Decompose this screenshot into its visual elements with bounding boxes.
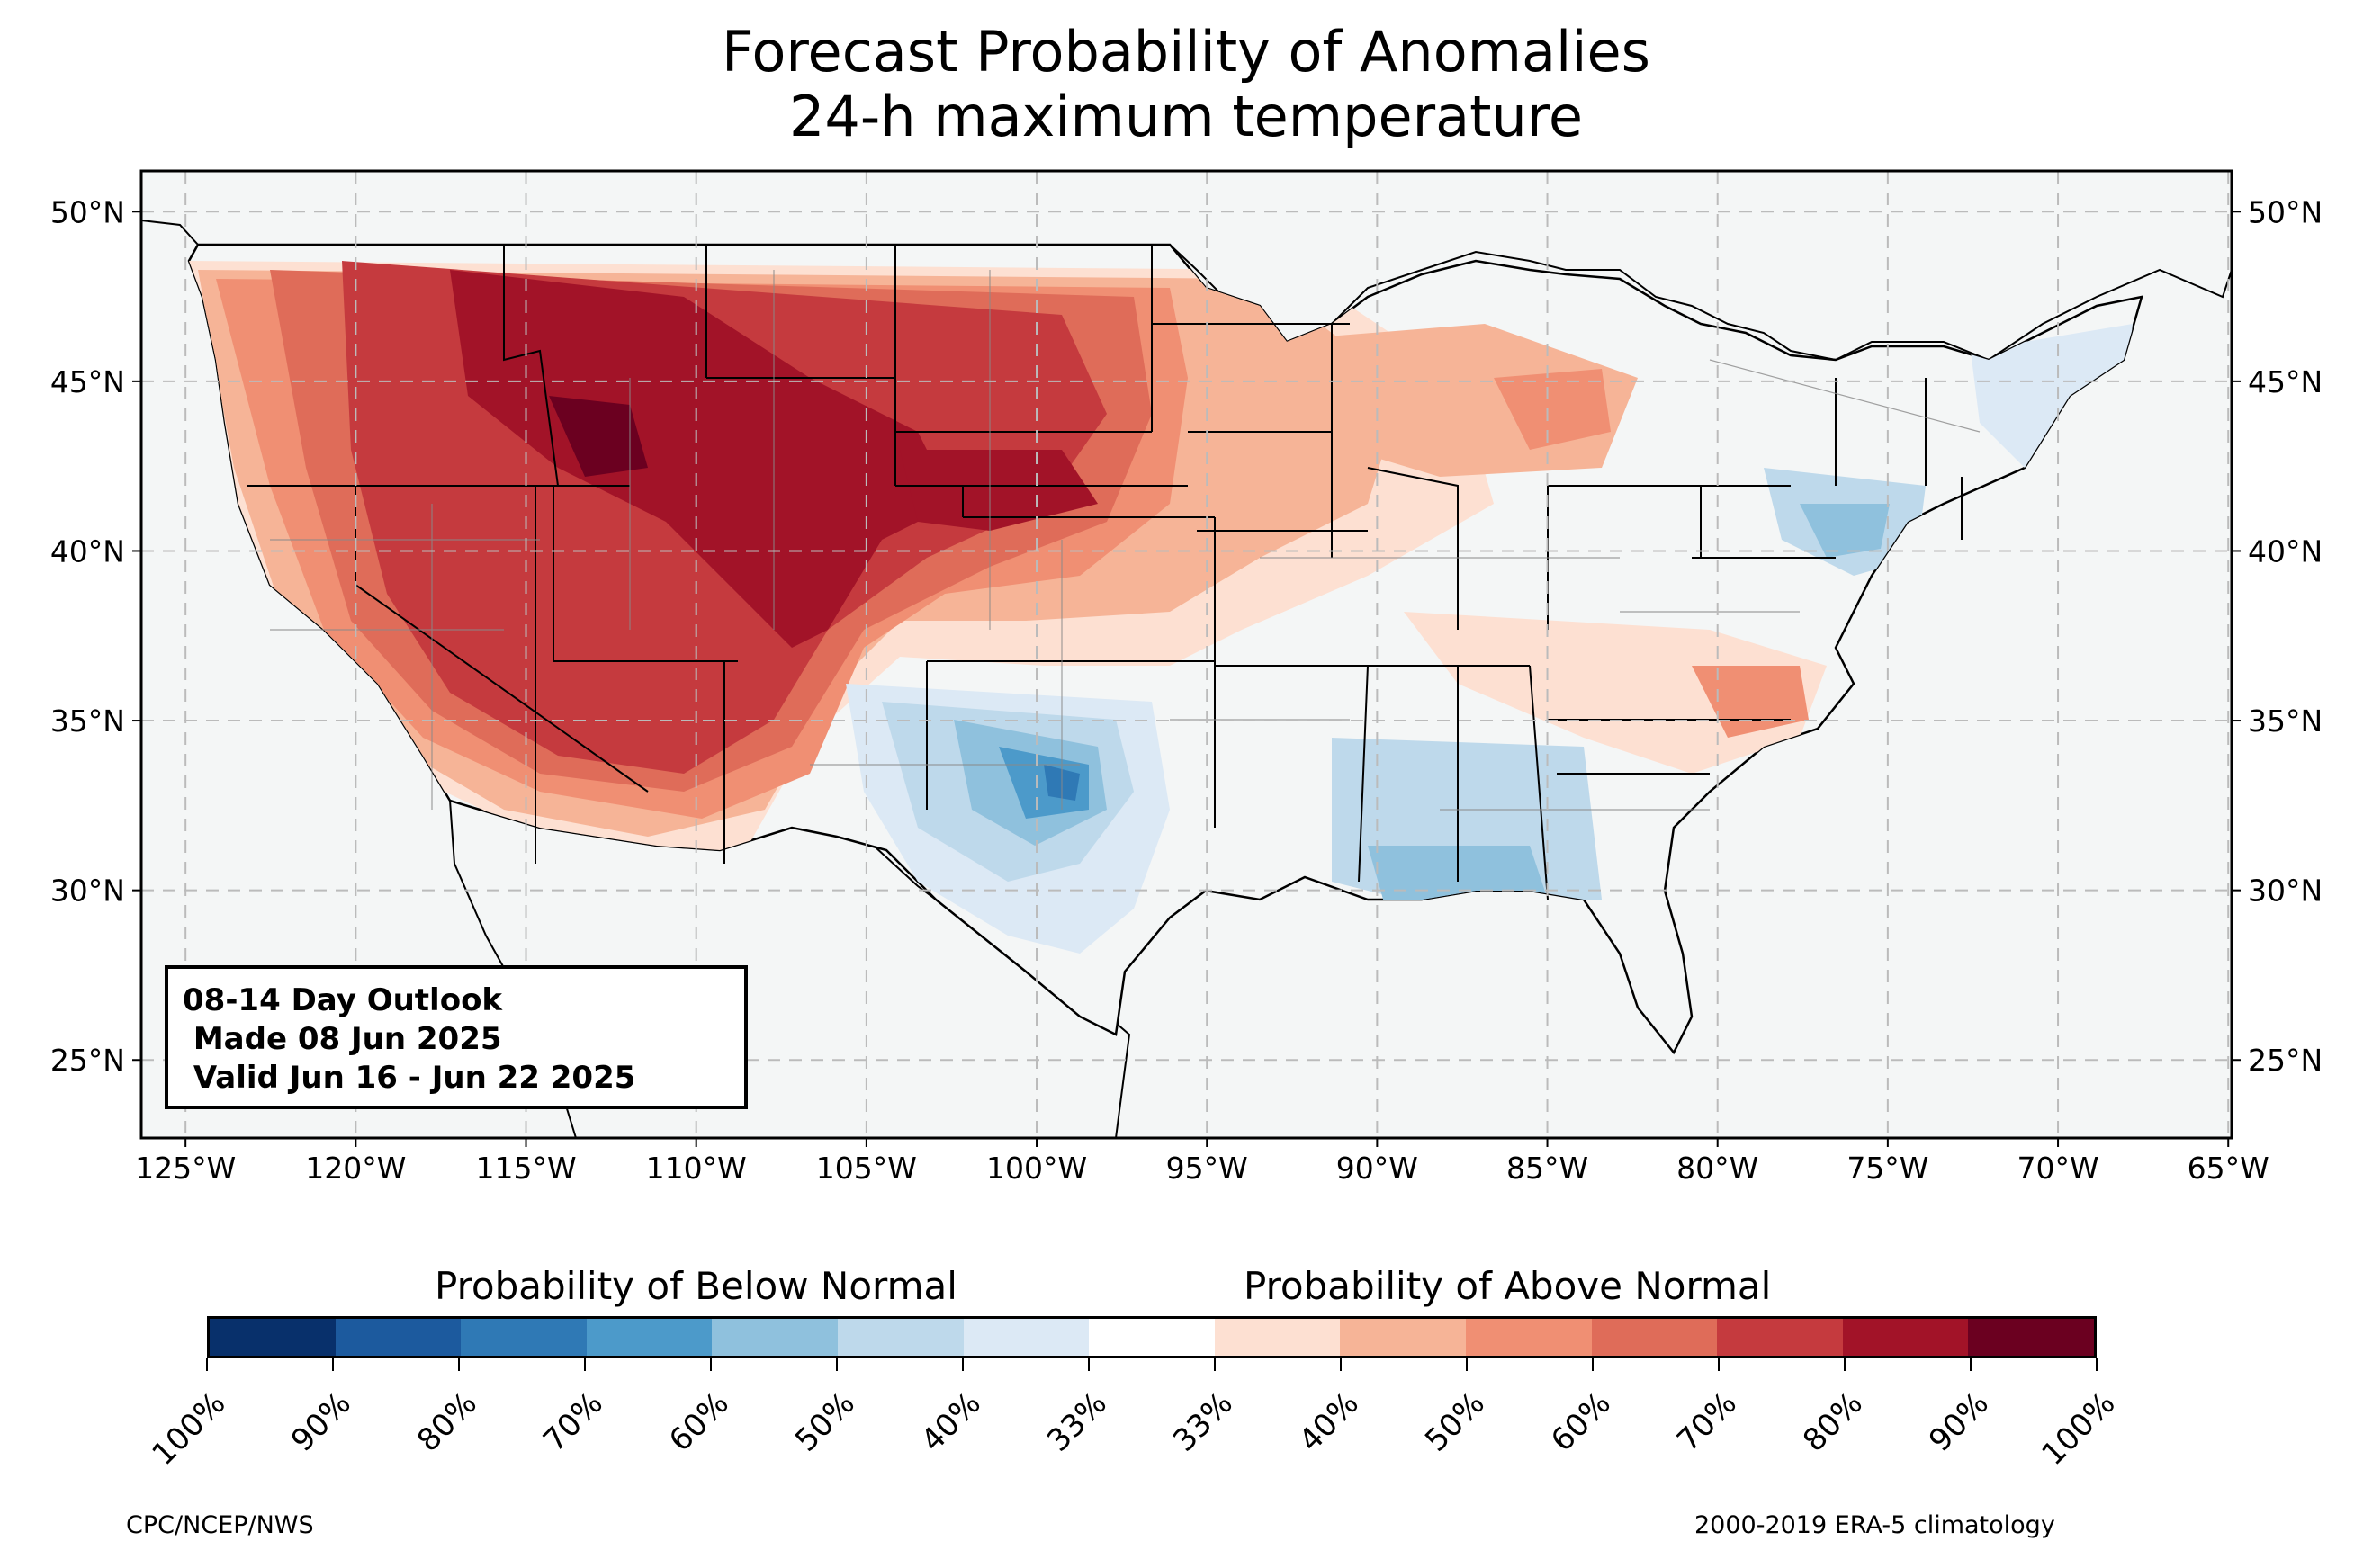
colorbar-segment [335, 1319, 462, 1356]
colorbar-tick [710, 1358, 712, 1371]
colorbar-tick [458, 1358, 460, 1371]
colorbar-above-label: Probability of Above Normal [1244, 1264, 1772, 1308]
lat-tick-label-left: 40°N [50, 533, 125, 569]
lat-tick-label-left: 35°N [50, 703, 125, 739]
colorbar-tick [1466, 1358, 1468, 1371]
outlook-valid-range: Valid Jun 16 - Jun 22 2025 [183, 1060, 636, 1096]
lon-tick-label: 110°W [646, 1151, 747, 1186]
colorbar-tick [2096, 1358, 2098, 1371]
colorbar [207, 1316, 2097, 1358]
longitude-axis: 125°W 120°W 115°W 110°W 105°W 100°W 95°W 90°W 85… [135, 1138, 2269, 1186]
lat-tick-label-left: 25°N [50, 1043, 125, 1078]
credit-climatology: 2000-2019 ERA-5 climatology [1694, 1511, 2055, 1539]
map-frame [139, 169, 2233, 1140]
colorbar-segment [586, 1319, 713, 1356]
lat-tick-label-right: 50°N [2248, 194, 2323, 229]
lat-tick-label-right: 25°N [2248, 1043, 2323, 1078]
lon-tick-label: 105°W [816, 1151, 917, 1186]
title-line-2: 24-h maximum temperature [788, 84, 1584, 149]
colorbar-tick [836, 1358, 838, 1371]
colorbar-tick [1214, 1358, 1216, 1371]
lat-tick-label-left: 50°N [50, 194, 125, 229]
colorbar-segment [963, 1319, 1090, 1356]
colorbar-segment [1968, 1319, 2094, 1356]
outlook-made-date: Made 08 Jun 2025 [183, 1021, 502, 1057]
lon-tick-label: 125°W [135, 1151, 236, 1186]
colorbar-segment [1842, 1319, 1969, 1356]
latitude-axis: 50°N 50°N 45°N 45°N 40°N 40°N 35°N 35°N 30°N 30°N… [50, 194, 2323, 1078]
outlook-title: 08-14 Day Outlook [183, 982, 503, 1018]
colorbar-tick [584, 1358, 586, 1371]
lon-tick-label: 90°W [1336, 1151, 1418, 1186]
colorbar-segment [837, 1319, 964, 1356]
colorbar-tick [1718, 1358, 1720, 1371]
colorbar-tick [206, 1358, 208, 1371]
graticule [141, 171, 2232, 1138]
lat-tick-label-right: 45°N [2248, 364, 2323, 399]
lon-tick-label: 95°W [1166, 1151, 1248, 1186]
colorbar-segment [1089, 1319, 1215, 1356]
title-line-1: Forecast Probability of Anomalies [722, 19, 1650, 85]
outlook-info-box: 08-14 Day Outlook Made 08 Jun 2025 Valid… [165, 965, 748, 1109]
lat-tick-label-right: 35°N [2248, 703, 2323, 739]
colorbar-tick [1340, 1358, 1342, 1371]
lon-tick-label: 80°W [1676, 1151, 1758, 1186]
anomaly-shading [189, 261, 2133, 954]
colorbar-tick [1088, 1358, 1090, 1371]
lat-tick-label-left: 30°N [50, 874, 125, 909]
lon-tick-label: 70°W [2017, 1151, 2098, 1186]
colorbar-segment [712, 1319, 838, 1356]
colorbar-tick [962, 1358, 964, 1371]
colorbar-segment [1591, 1319, 1718, 1356]
colorbar-tick [332, 1358, 334, 1371]
lon-tick-label: 75°W [1846, 1151, 1928, 1186]
lat-tick-label-left: 45°N [50, 364, 125, 399]
chart-title: Forecast Probability of Anomalies 24-h m… [0, 20, 2372, 149]
county-lines [270, 270, 1981, 811]
colorbar-segment [1465, 1319, 1592, 1356]
colorbar-below-label: Probability of Below Normal [435, 1264, 957, 1308]
lat-tick-label-right: 30°N [2248, 874, 2323, 909]
lon-tick-label: 120°W [305, 1151, 406, 1186]
lon-tick-label: 85°W [1506, 1151, 1588, 1186]
lon-tick-label: 100°W [986, 1151, 1087, 1186]
colorbar-tick [1592, 1358, 1594, 1371]
lon-tick-label: 65°W [2188, 1151, 2269, 1186]
colorbar-tick [1970, 1358, 1972, 1371]
colorbar-tick [1844, 1358, 1846, 1371]
colorbar-segment [461, 1319, 587, 1356]
colorbar-segment [1214, 1319, 1341, 1356]
colorbar-segment [1717, 1319, 1843, 1356]
credit-source: CPC/NCEP/NWS [126, 1511, 314, 1539]
colorbar-segment [210, 1319, 336, 1356]
colorbar-segment [1340, 1319, 1466, 1356]
lon-tick-label: 115°W [475, 1151, 576, 1186]
lat-tick-label-right: 40°N [2248, 533, 2323, 569]
